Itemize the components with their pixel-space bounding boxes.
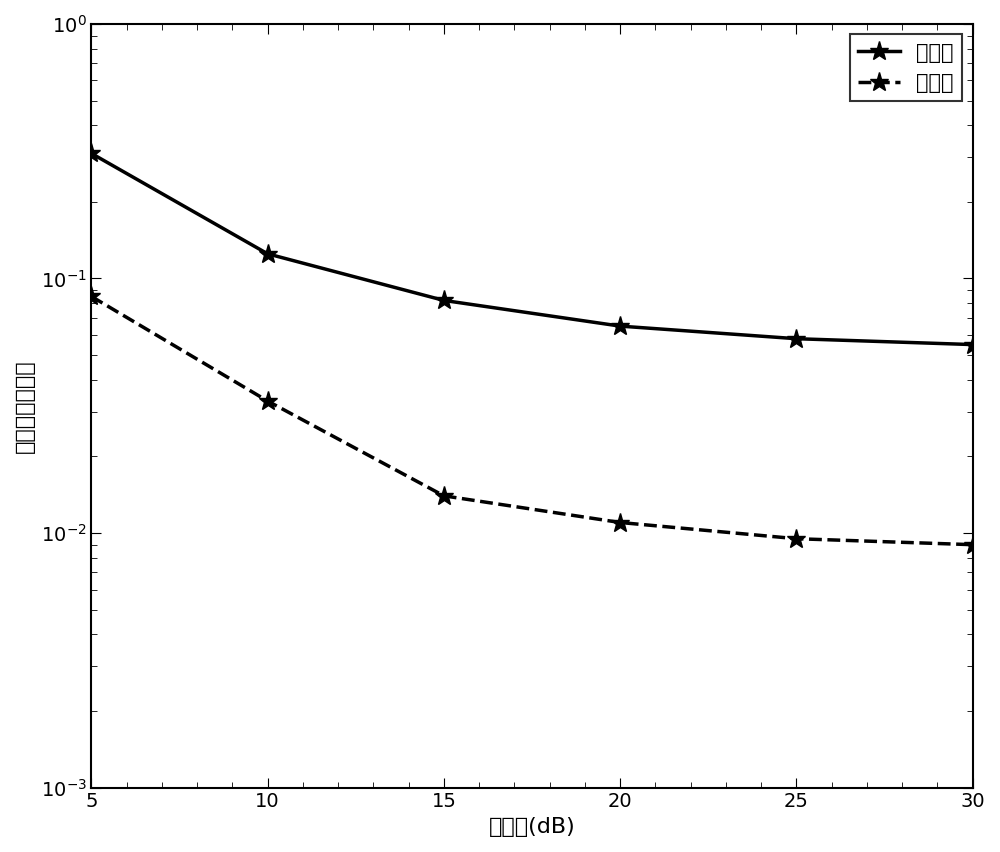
多符号	[790, 533, 802, 544]
多符号	[438, 491, 450, 501]
多符号	[967, 539, 979, 550]
Legend: 单符号, 多符号: 单符号, 多符号	[850, 34, 962, 101]
单符号	[790, 334, 802, 344]
单符号	[85, 148, 97, 158]
Y-axis label: 归一化均方误差: 归一化均方误差	[15, 359, 35, 452]
单符号	[614, 321, 626, 331]
X-axis label: 信噪比(dB): 信噪比(dB)	[489, 817, 575, 837]
Line: 多符号: 多符号	[82, 287, 982, 555]
单符号	[262, 249, 274, 259]
单符号	[967, 339, 979, 349]
多符号	[262, 396, 274, 406]
单符号	[438, 296, 450, 306]
多符号	[85, 291, 97, 302]
Line: 单符号: 单符号	[82, 144, 982, 354]
多符号	[614, 517, 626, 527]
